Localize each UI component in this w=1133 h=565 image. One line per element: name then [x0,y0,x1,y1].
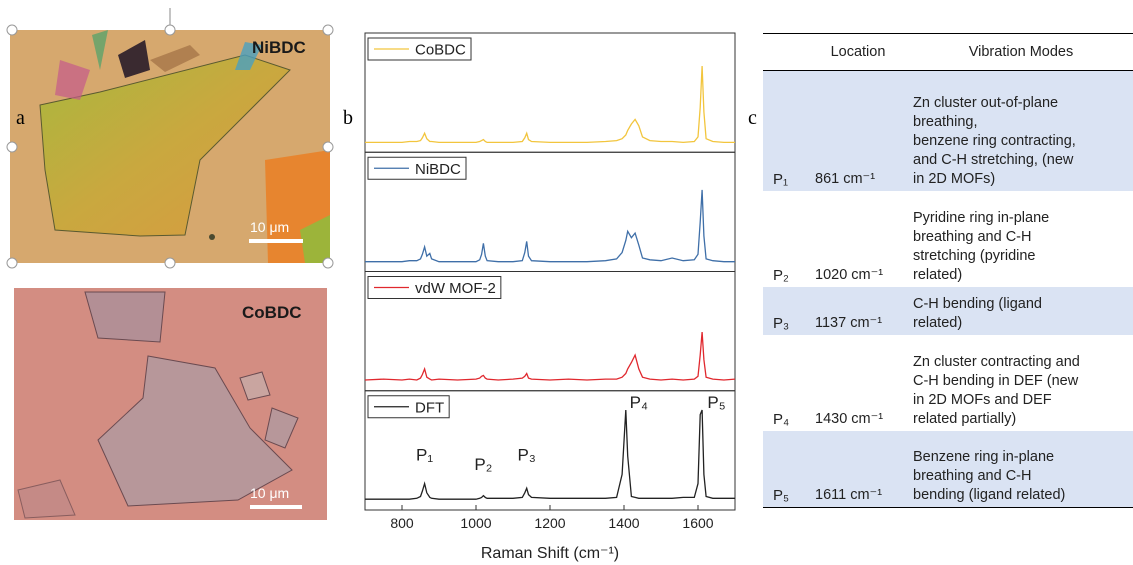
x-tick-label: 1200 [534,515,565,531]
scale-bar-label: 10 μm [250,485,289,501]
peak-cell: P₁ [763,70,807,191]
peak-cell: P₂ [773,266,789,284]
x-tick-label: 1000 [460,515,491,531]
spectrum-line [365,189,735,263]
legend-label: CoBDC [415,42,466,59]
table-row: P₂ 1020 cm⁻¹ Pyridine ring in-plane breath… [763,191,1133,287]
scale-bar-label: 10 μm [250,219,289,235]
table-row: P₅ 1611 cm⁻¹ Benzene ring in-plane breathi… [763,430,1133,508]
header-cell: Vibration Modes [909,33,1133,71]
mode-cell: C-H bending (ligand related) [909,286,1133,335]
peak-label: P₁ [416,446,433,465]
legend-label: vdW MOF-2 [415,280,496,297]
image-label: NiBDC [252,38,306,57]
location-cell: 1020 cm⁻¹ [815,266,884,283]
panel-label: b [343,107,353,129]
legend-box [367,156,467,180]
mode-cell: Pyridine ring in-plane breathing and C-H… [913,209,1050,283]
location-cell: 1137 cm⁻¹ [807,286,909,335]
legend-box [367,37,472,61]
table-row: P₃ 1137 cm⁻¹ C-H bending (ligand related) [763,286,1133,335]
mode-cell: Benzene ring in-plane breathing and C-H … [909,430,1133,508]
header-cell [763,33,807,71]
legend-label: NiBDC [415,161,461,178]
location-cell: 1430 cm⁻¹ [815,410,884,427]
x-axis-label: Raman Shift (cm⁻¹) [481,545,619,562]
legend-box [367,276,502,299]
table-header: Location Vibration Modes [763,33,1133,71]
location-cell: 1611 cm⁻¹ [807,430,909,508]
panel-label: c [748,107,757,129]
spectrum-line [365,65,735,144]
micrograph-nibdc [6,8,334,269]
image-label: CoBDC [242,303,302,322]
peak-cell: P₅ [763,430,807,508]
spectrum-line [364,332,736,381]
peak-label: P₅ [707,393,725,412]
peak-label: P₂ [474,455,492,474]
spectrum-line [365,409,735,500]
x-tick-label: 1600 [682,515,713,531]
x-tick-label: 800 [390,515,414,531]
peak-label: P₃ [518,446,536,465]
peak-cell: P₄ [773,410,790,428]
location-cell: 861 cm⁻¹ [807,70,909,191]
table-row: P₁ 861 cm⁻¹ Zn cluster out-of-plane breath… [763,70,1133,191]
mode-cell: Zn cluster out-of-plane breathing, benze… [909,70,1133,191]
header-cell: Location [807,33,909,71]
panel-label: a [16,107,25,129]
legend-label: DFT [415,399,444,416]
x-tick-label: 1400 [608,515,639,531]
mode-cell: Zn cluster contracting and C-H bending i… [913,353,1080,427]
micrograph-cobdc [14,288,327,520]
peak-cell: P₃ [763,286,807,335]
peak-label: P₄ [630,393,648,412]
table-row: P₄ 1430 cm⁻¹ Zn cluster contracting and C-… [763,335,1133,431]
vibration-table: Location Vibration Modes P₁ 861 cm⁻¹ Zn clus… [763,33,1133,508]
